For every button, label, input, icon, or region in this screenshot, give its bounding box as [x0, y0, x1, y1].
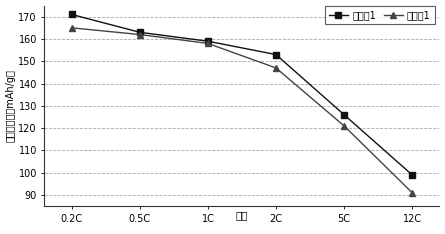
Legend: 实施例1, 对比例1: 实施例1, 对比例1 — [325, 6, 435, 24]
实施例1 — [341, 113, 347, 116]
对比例1 — [205, 42, 210, 45]
对比例1 — [341, 124, 347, 127]
实施例1 — [409, 174, 415, 176]
实施例1 — [137, 31, 142, 34]
Y-axis label: 放电比容量（mAh/g）: 放电比容量（mAh/g） — [5, 69, 16, 142]
对比例1 — [273, 66, 279, 69]
对比例1 — [409, 191, 415, 194]
对比例1 — [137, 33, 142, 36]
Text: 倍率: 倍率 — [236, 211, 248, 221]
对比例1 — [69, 26, 74, 29]
Line: 实施例1: 实施例1 — [69, 12, 415, 178]
实施例1 — [69, 13, 74, 16]
实施例1 — [273, 53, 279, 56]
Line: 对比例1: 对比例1 — [69, 25, 415, 196]
实施例1 — [205, 40, 210, 43]
